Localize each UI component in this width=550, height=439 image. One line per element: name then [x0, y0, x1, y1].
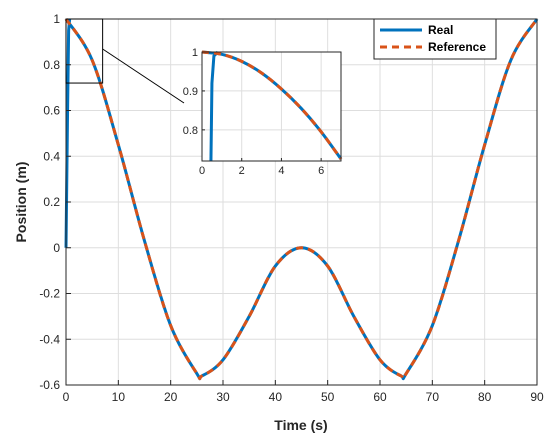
legend-label-real: Real	[428, 23, 453, 37]
inset-chart: 0 2 4 6 0.8 0.9 1	[183, 47, 343, 177]
x-tick-label: 0	[63, 390, 70, 404]
y-tick-label: -0.4	[39, 332, 60, 346]
y-tick-label: 1	[53, 12, 60, 26]
y-tick-label: 0.4	[43, 149, 60, 163]
inset-x-tick-label: 0	[199, 165, 205, 177]
x-tick-label: 70	[426, 390, 440, 404]
x-tick-label: 40	[269, 390, 283, 404]
y-tick-label: 0.6	[43, 104, 60, 118]
zoom-connector-line	[102, 48, 185, 104]
zoom-region-box	[65, 18, 104, 84]
inset-y-tick-label: 0.8	[183, 125, 198, 137]
zoom-indicator	[65, 18, 185, 104]
x-tick-label: 50	[321, 390, 335, 404]
inset-x-tick-label: 4	[278, 165, 284, 177]
x-tick-label: 10	[112, 390, 126, 404]
inset-y-tick-label: 1	[192, 47, 198, 59]
series-reference-line	[64, 18, 539, 381]
inset-x-tick-label: 6	[318, 165, 324, 177]
legend-label-reference: Reference	[428, 40, 486, 54]
inset-frame	[201, 51, 342, 162]
inset-y-tick-label: 0.9	[183, 86, 198, 98]
x-tick-label: 80	[478, 390, 492, 404]
inset-x-tick-label: 2	[239, 165, 245, 177]
y-axis-label: Position (m)	[13, 162, 29, 243]
y-tick-label: 0.8	[43, 58, 60, 72]
inset-series-reference-line	[201, 50, 343, 160]
x-tick-label: 20	[164, 390, 178, 404]
x-tick-label: 30	[216, 390, 230, 404]
x-tick-label: 60	[373, 390, 387, 404]
y-tick-label: 0.2	[43, 195, 60, 209]
inset-plot-area	[202, 52, 341, 161]
y-tick-label: 0	[53, 241, 60, 255]
legend-box	[373, 18, 497, 60]
y-ticks: -0.6 -0.4 -0.2 0 0.2 0.4 0.6 0.8 1	[39, 12, 71, 392]
x-ticks: 0 10 20 30 40 50 60 70 80 90	[63, 380, 544, 404]
x-tick-label: 90	[530, 390, 544, 404]
y-tick-label: -0.2	[39, 287, 60, 301]
series-layer	[64, 18, 539, 381]
x-axis-label: Time (s)	[274, 417, 327, 433]
y-tick-label: -0.6	[39, 378, 60, 392]
legend: Real Reference	[373, 18, 497, 60]
